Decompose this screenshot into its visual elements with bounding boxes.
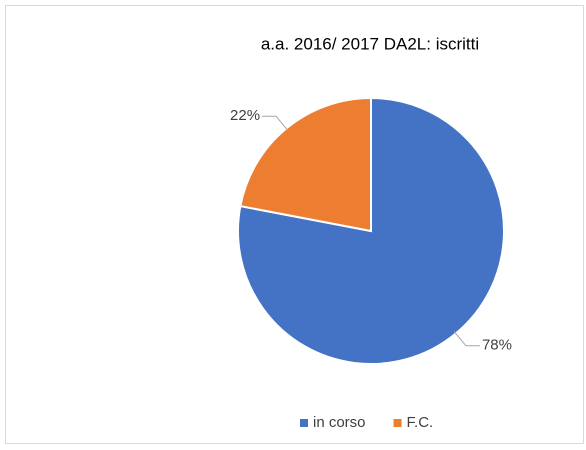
data-label: 22% <box>230 107 260 124</box>
legend-swatch <box>393 419 402 427</box>
legend-label: in corso <box>313 414 366 431</box>
legend-swatch <box>300 419 308 427</box>
leader-line <box>262 115 289 131</box>
chart-title: a.a. 2016/ 2017 DA2L: iscritti <box>261 34 479 53</box>
leader-line <box>453 331 480 347</box>
legend-label: F.C. <box>407 414 434 431</box>
data-label: 78% <box>482 337 512 354</box>
